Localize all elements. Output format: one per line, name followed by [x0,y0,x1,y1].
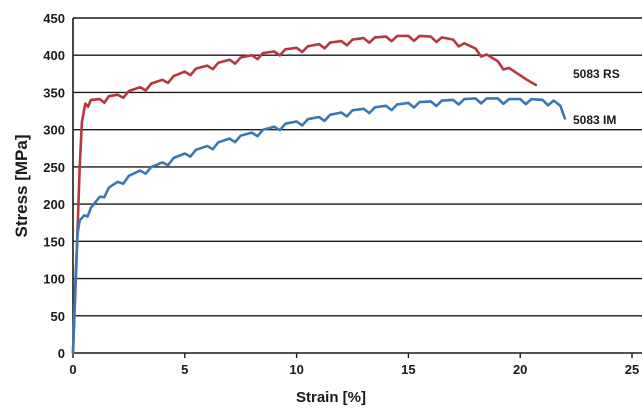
x-tick-label: 25 [625,362,639,377]
y-tick-label: 450 [43,11,65,26]
series-label-1: 5083 IM [573,113,616,127]
x-tick-label: 15 [401,362,415,377]
series-line-1 [71,97,567,355]
x-tick-label: 5 [181,362,188,377]
y-axis-title: Stress [MPa] [12,135,31,238]
axes [72,18,642,358]
x-tick-label: 0 [69,362,76,377]
x-tick-labels: 0 5 10 15 20 25 [69,362,639,377]
y-tick-labels: 0 50 100 150 200 250 300 350 400 450 [43,11,65,361]
y-tick-label: 200 [43,197,65,212]
series-line-0 [71,34,538,355]
y-tick-label: 350 [43,85,65,100]
x-tick-label: 20 [513,362,527,377]
grid-lines [73,17,642,317]
y-tick-label: 250 [43,160,65,175]
series-label-0: 5083 RS [573,67,620,81]
y-tick-label: 300 [43,123,65,138]
y-tick-label: 100 [43,272,65,287]
series-lines [71,34,567,355]
y-tick-label: 0 [58,346,65,361]
x-axis-title: Strain [%] [296,389,366,406]
y-tick-label: 400 [43,48,65,63]
x-tick-label: 10 [289,362,303,377]
y-tick-label: 50 [51,309,65,324]
y-tick-label: 150 [43,234,65,249]
series-labels: 5083 RS 5083 IM [573,67,620,127]
